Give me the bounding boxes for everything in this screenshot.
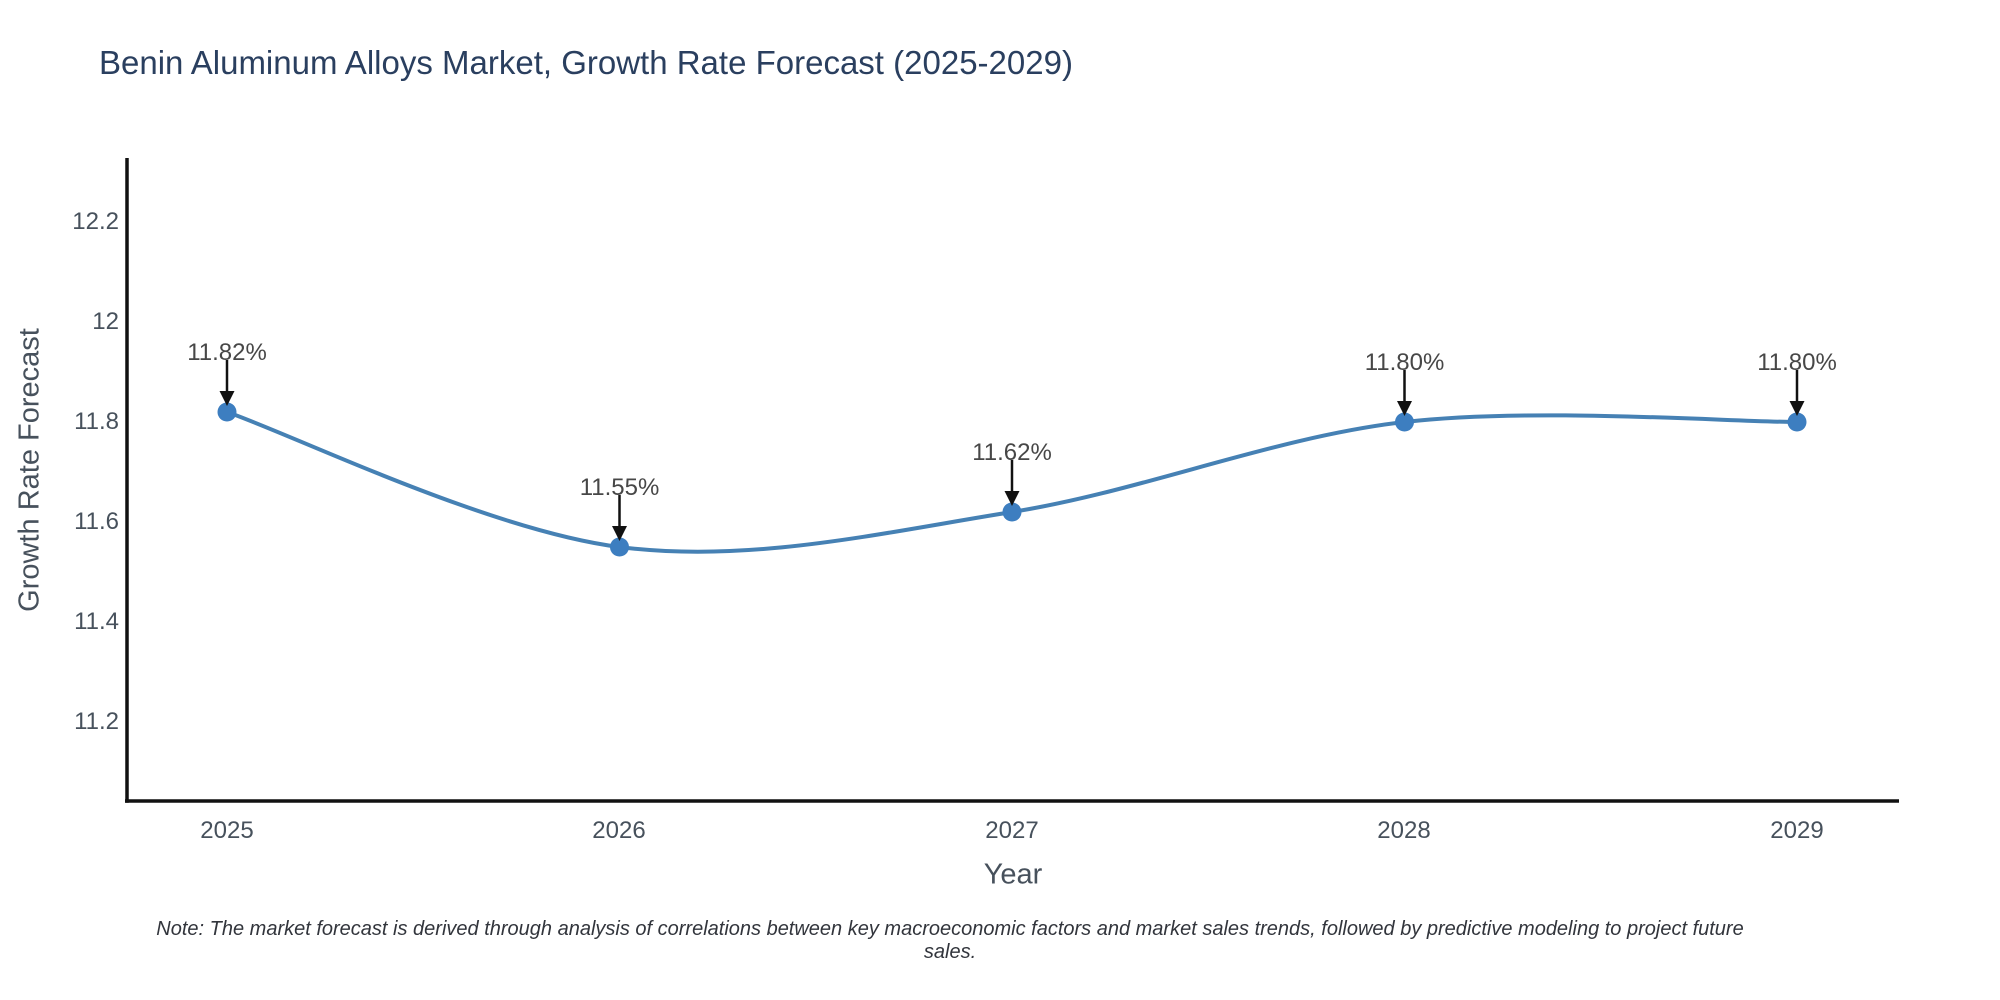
y-tick-label: 11.2	[74, 708, 119, 735]
x-tick-label: 2025	[200, 817, 254, 844]
annotation-arrowhead-icon	[1789, 401, 1805, 416]
x-tick-label: 2027	[985, 817, 1039, 844]
data-point-marker	[217, 402, 237, 422]
x-tick-label: 2029	[1770, 817, 1824, 844]
y-tick-label: 11.4	[74, 608, 119, 635]
x-tick-label: 2028	[1377, 817, 1431, 844]
y-tick-label: 12	[92, 308, 119, 335]
annotation-arrowhead-icon	[219, 391, 235, 406]
y-axis-title: Growth Rate Forecast	[13, 328, 46, 612]
data-point-marker	[1787, 412, 1807, 432]
data-point-marker	[1395, 412, 1414, 432]
annotation-arrowhead-icon	[1397, 401, 1412, 416]
annotation-arrowhead-icon	[1004, 491, 1020, 506]
x-tick-label: 2026	[592, 817, 646, 844]
y-tick-label: 12.2	[72, 208, 119, 235]
data-point-label: 11.62%	[972, 439, 1052, 466]
y-tick-label: 11.6	[74, 508, 119, 535]
footnote: Note: The market forecast is derived thr…	[156, 918, 1744, 963]
data-point-marker	[610, 537, 629, 557]
x-axis-title: Year	[983, 858, 1043, 891]
data-point-label: 11.55%	[579, 474, 660, 501]
data-point-marker	[1002, 502, 1022, 522]
annotation-arrowhead-icon	[612, 526, 627, 541]
data-point-label: 11.80%	[1757, 349, 1837, 376]
y-tick-label: 11.8	[74, 408, 119, 435]
data-point-label: 11.80%	[1364, 349, 1445, 376]
chart-title: Benin Aluminum Alloys Market, Growth Rat…	[99, 44, 1073, 81]
data-point-label: 11.82%	[187, 339, 267, 366]
